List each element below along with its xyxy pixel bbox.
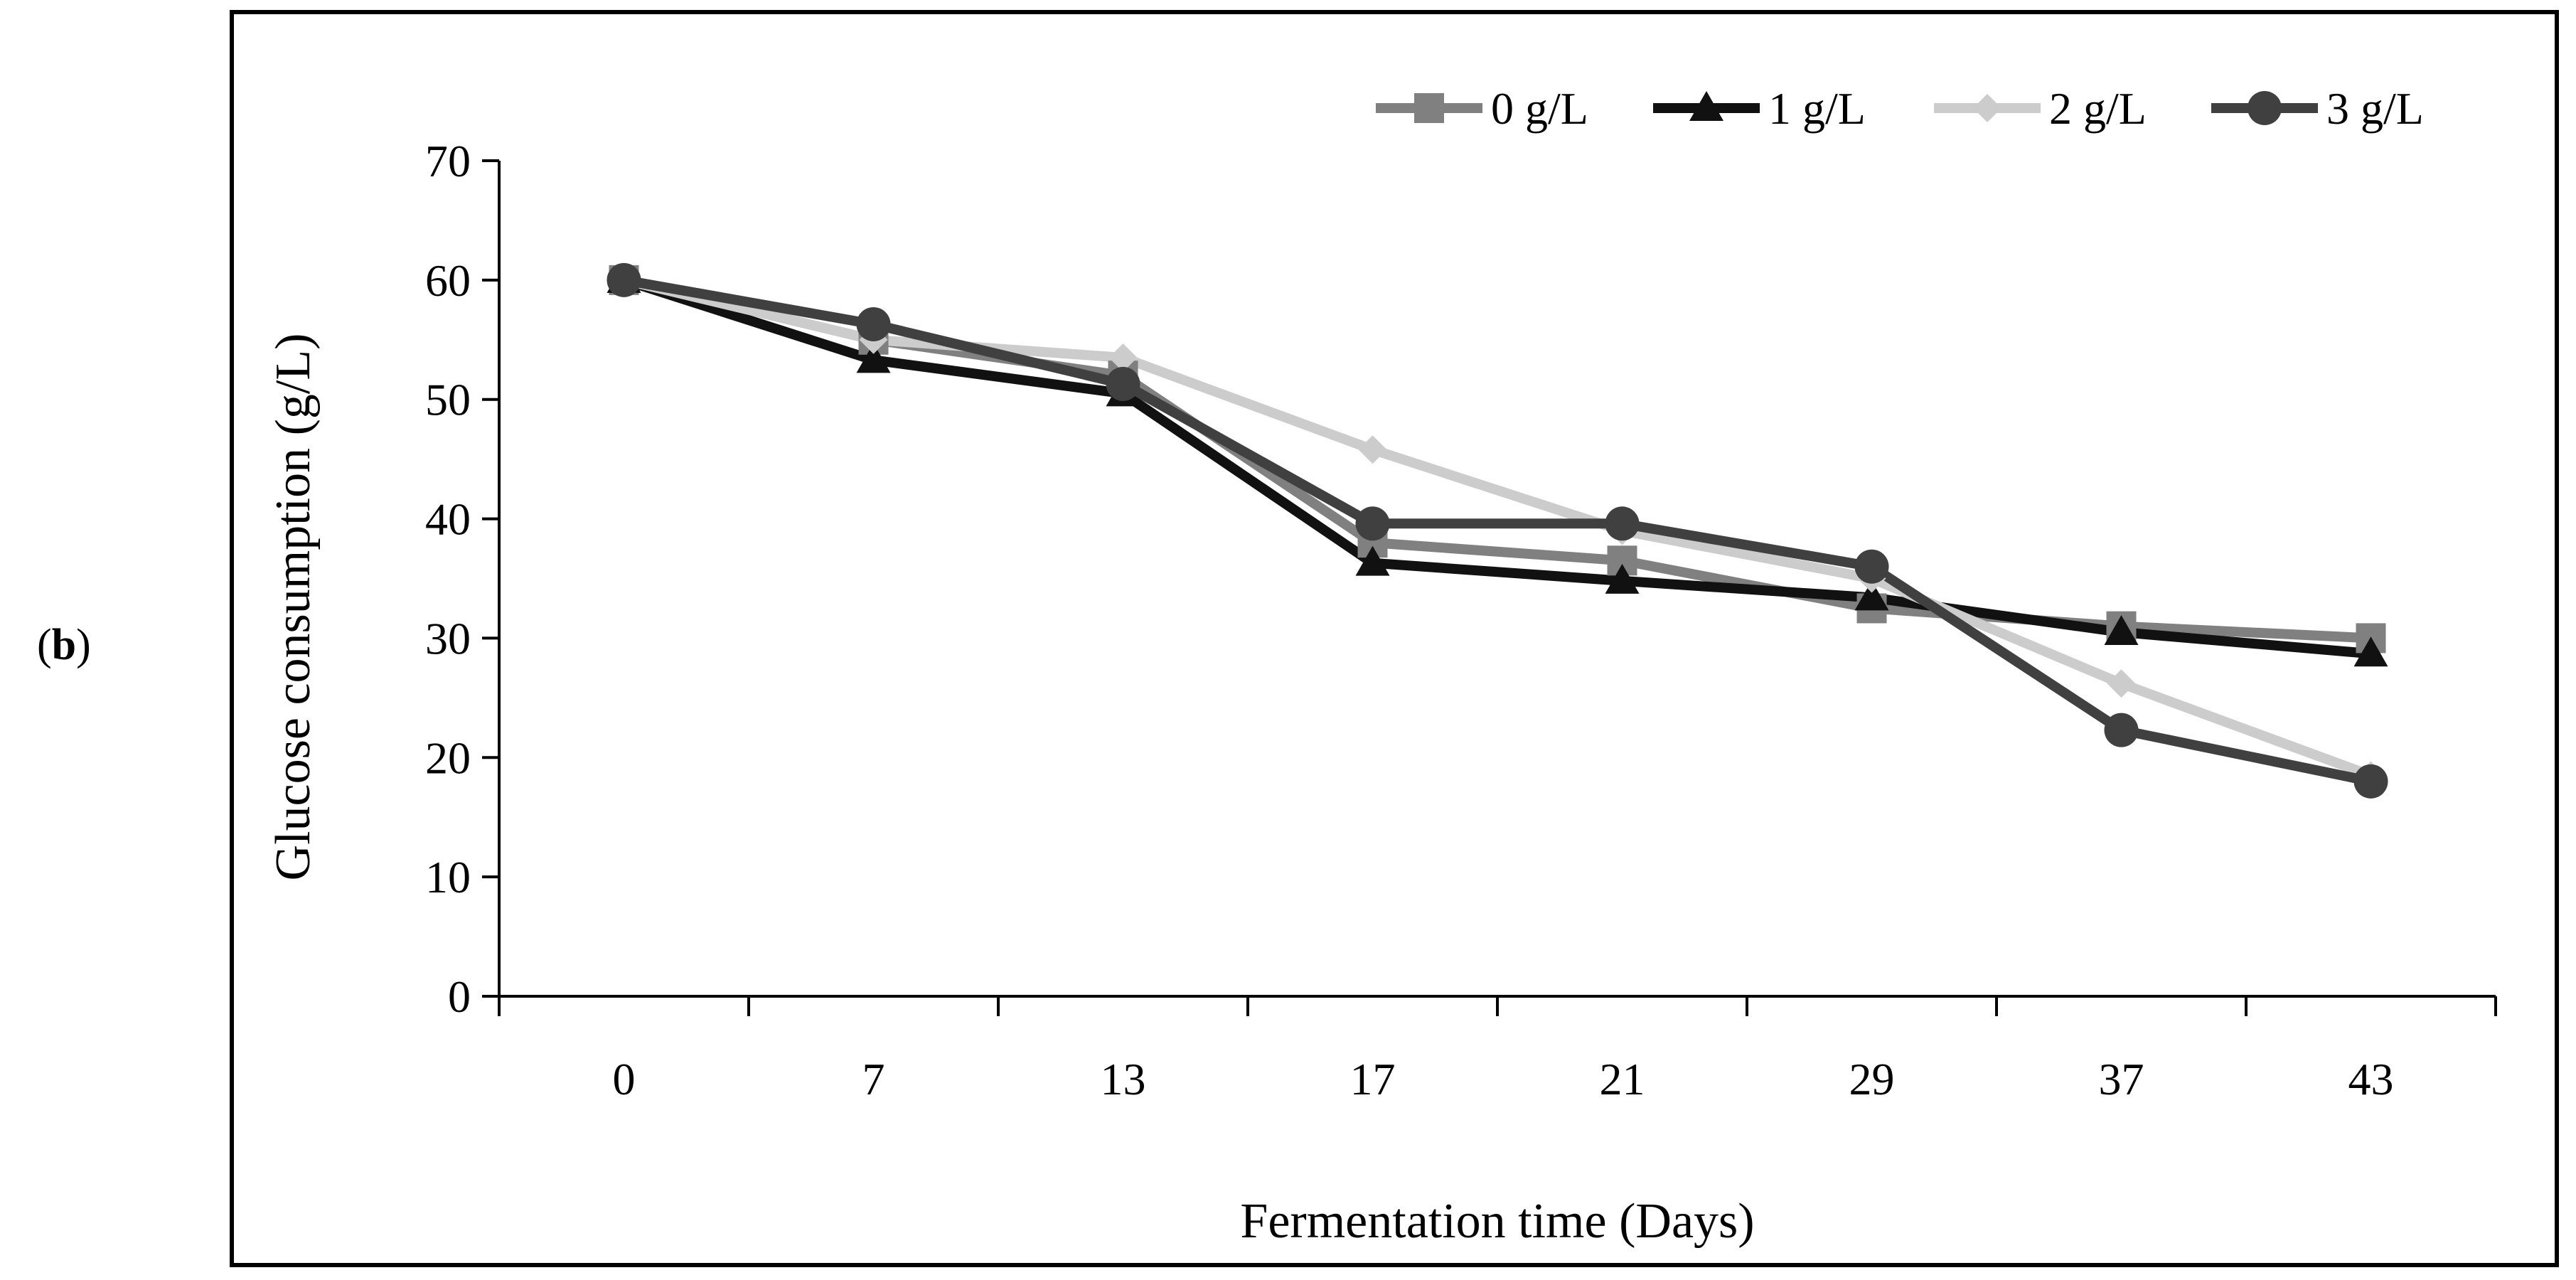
- series-2-point: [1108, 343, 1138, 372]
- series-2-point: [1358, 435, 1387, 464]
- series-3-point: [1605, 506, 1640, 541]
- legend-label-0: 0 g/L: [1491, 83, 1588, 134]
- y-axis-title: Glucose consumption (g/L): [266, 334, 321, 881]
- panel-label-letter: b: [51, 621, 77, 669]
- x-tick-label: 13: [1101, 1054, 1146, 1104]
- series-2-point: [2107, 669, 2136, 698]
- series-3-point: [1854, 549, 1889, 584]
- y-tick-label: 30: [425, 613, 471, 663]
- series-3-point: [1355, 506, 1390, 541]
- axes: 0 10 20 30 40 50 60 70 0 7 13 17 21 29 37 43: [425, 136, 2497, 1104]
- x-tick-label: 37: [2099, 1054, 2144, 1104]
- series-lines: [622, 274, 2373, 786]
- legend-marker-2: [1973, 94, 2002, 122]
- legend-label-1: 1 g/L: [1768, 83, 1866, 134]
- chart-frame: [230, 10, 2559, 1267]
- series-line-1: [622, 275, 2372, 659]
- series-markers: [606, 262, 2388, 799]
- y-tick-label: 50: [425, 375, 471, 425]
- y-tick-label: 0: [448, 971, 471, 1022]
- series-3-point: [1106, 366, 1140, 401]
- y-tick-label: 10: [425, 852, 471, 902]
- series-3-point: [856, 306, 891, 341]
- legend: 0 g/L 1 g/L 2 g/L 3 g/L: [1376, 83, 2424, 134]
- series-3-point: [2353, 764, 2388, 799]
- series-3-point: [2104, 713, 2139, 747]
- x-tick-label: 21: [1600, 1054, 1645, 1104]
- x-axis-title: Fermentation time (Days): [1240, 1194, 1754, 1249]
- y-tick-label: 20: [425, 732, 471, 783]
- legend-label-3: 3 g/L: [2326, 83, 2424, 134]
- series-1-point: [1355, 545, 1390, 576]
- series-3-point: [606, 262, 641, 297]
- series-line-3: [623, 274, 2372, 786]
- x-tick-label: 0: [613, 1054, 636, 1104]
- y-tick-label: 60: [425, 255, 471, 306]
- x-tick-label: 7: [862, 1054, 885, 1104]
- panel-label: (b): [37, 620, 91, 671]
- series-1-point: [1854, 580, 1889, 611]
- series-1-point: [2104, 615, 2139, 646]
- x-tick-label: 43: [2348, 1054, 2394, 1104]
- y-tick-label: 70: [425, 136, 471, 186]
- series-1-point: [1605, 563, 1640, 594]
- series-1-point: [856, 343, 891, 373]
- series-1-point: [2353, 636, 2388, 667]
- legend-marker-3: [2248, 91, 2282, 125]
- panel-label-open: (: [37, 621, 52, 669]
- x-tick-label: 17: [1350, 1054, 1396, 1104]
- x-tick-label: 29: [1849, 1054, 1895, 1104]
- y-tick-label: 40: [425, 494, 471, 545]
- legend-marker-1: [1689, 91, 1723, 121]
- legend-marker-0: [1414, 93, 1444, 123]
- legend-label-2: 2 g/L: [2049, 83, 2147, 134]
- panel-label-close: ): [76, 621, 91, 669]
- series-line-2: [622, 275, 2373, 781]
